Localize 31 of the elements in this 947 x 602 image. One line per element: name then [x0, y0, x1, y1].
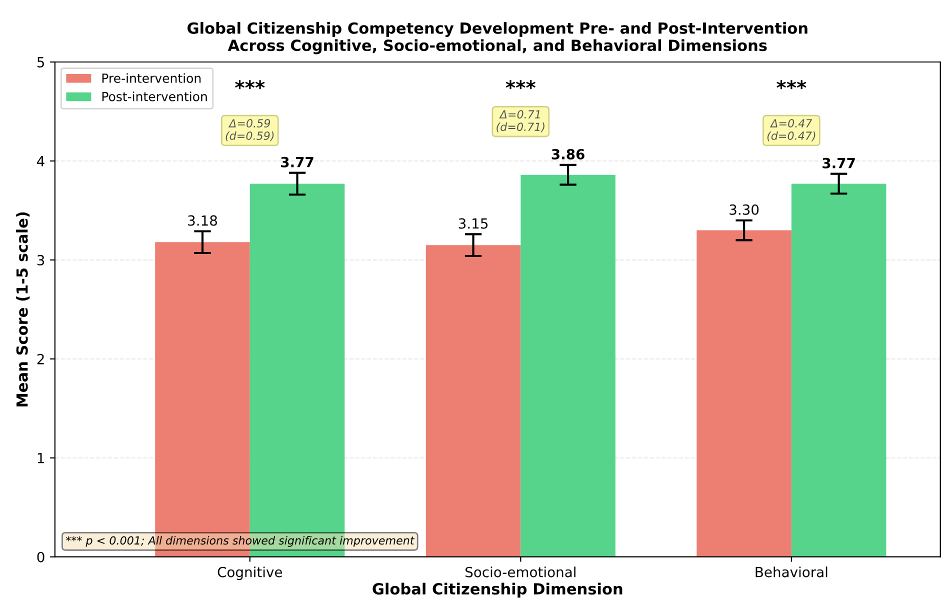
legend-label: Post-intervention: [102, 92, 207, 102]
bar: [520, 174, 616, 557]
chart-title: Global Citizenship Competency Development Pre- and Post-Intervention Across Cognitive, Socio-emotional, and Behavioral Dimensions: [188, 22, 808, 54]
data-label: 3.30: [730, 204, 759, 215]
data-label: 3.86: [552, 148, 584, 160]
annotation: ***: [776, 80, 806, 90]
x-tick-label: Socio-emotional: [466, 566, 576, 578]
y-tick-label: 5: [37, 57, 44, 68]
y-tick-label: 4: [37, 156, 44, 166]
data-label: 3.77: [822, 158, 855, 168]
annotation: ***: [506, 80, 536, 90]
annotation: Δ=0.71 (d=0.71): [496, 110, 544, 132]
x-tick-label: Cognitive: [218, 566, 282, 580]
bar: [426, 245, 521, 557]
y-tick-label: 1: [38, 453, 44, 464]
x-axis-title: Global Citizenship Dimension: [372, 582, 622, 598]
bar: [791, 184, 886, 557]
data-label: 3.18: [188, 215, 218, 226]
annotation: Δ=0.47 (d=0.47): [767, 119, 816, 142]
y-tick-label: 0: [37, 552, 44, 562]
data-label: 3.77: [281, 156, 314, 168]
y-tick-label: 3: [37, 254, 44, 266]
bar: [696, 230, 792, 557]
y-axis-title: Mean Score (1-5 scale): [16, 212, 30, 406]
data-label: 3.15: [458, 218, 488, 229]
y-tick-label: 2: [37, 354, 44, 364]
x-tick-label: Behavioral: [756, 566, 828, 578]
annotation: Δ=0.59 (d=0.59): [226, 119, 274, 142]
legend-label: Pre-intervention: [102, 73, 201, 83]
annotation: *** p < 0.001; All dimensions showed significant improvement: [66, 536, 415, 547]
annotation: ***: [235, 80, 265, 90]
